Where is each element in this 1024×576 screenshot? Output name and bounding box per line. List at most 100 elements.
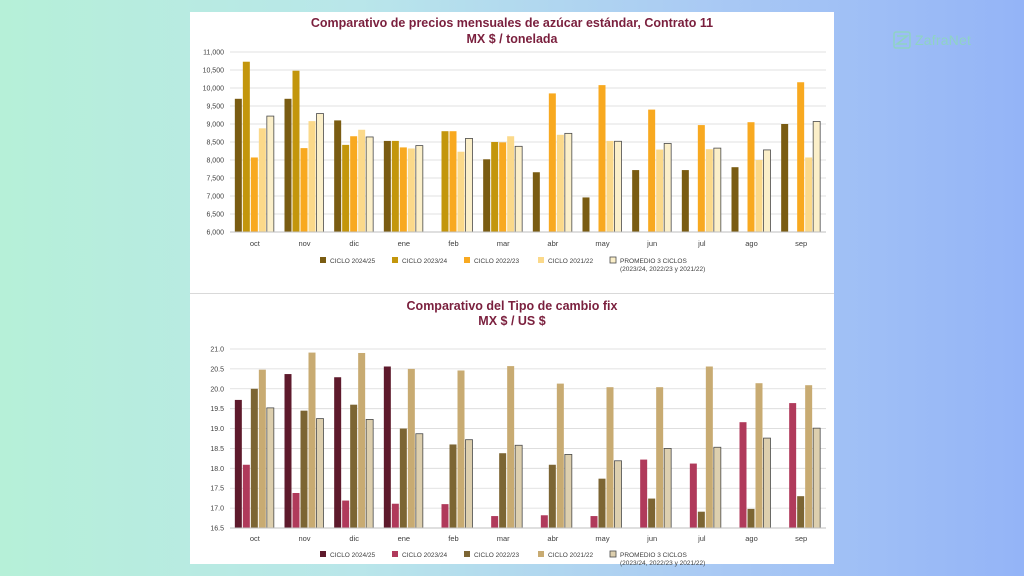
y-tick-label: 9,000 (206, 122, 224, 129)
x-tick-label: ene (398, 534, 411, 543)
chart-1-subtitle: MX $ / tonelada (466, 32, 558, 46)
bar (564, 454, 573, 529)
x-tick-label: jun (646, 534, 657, 543)
y-tick-label: 19.0 (210, 426, 224, 433)
legend-swatch (538, 551, 544, 557)
bar (648, 498, 656, 528)
y-tick-label: 8,500 (206, 140, 224, 147)
legend-label: PROMEDIO 3 CICLOS (620, 258, 687, 265)
bar (358, 352, 366, 528)
bar (234, 399, 242, 528)
bar (789, 403, 797, 528)
legend-swatch (538, 257, 544, 263)
bar (407, 368, 415, 528)
brand-name: ZafraNet (915, 32, 972, 48)
x-tick-label: feb (448, 239, 458, 248)
bar (663, 143, 672, 233)
bar (598, 478, 606, 528)
bar (540, 515, 548, 528)
bar (763, 437, 771, 529)
y-tick-label: 6,500 (206, 212, 224, 219)
bar (514, 444, 523, 529)
bar (483, 159, 491, 232)
y-tick-label: 6,000 (206, 230, 224, 237)
y-tick-label: 17.0 (210, 506, 224, 513)
bar (507, 136, 515, 232)
bar (292, 70, 300, 232)
x-tick-label: dic (349, 239, 359, 248)
legend-label: CICLO 2022/23 (474, 258, 520, 265)
y-tick-label: 10,500 (203, 68, 225, 75)
bar (491, 142, 499, 232)
legend-label: CICLO 2021/22 (548, 258, 594, 265)
x-tick-label: nov (298, 239, 310, 248)
bar (614, 140, 622, 233)
bar (491, 516, 499, 528)
bar (334, 377, 342, 528)
bar (514, 145, 523, 233)
x-tick-label: ago (745, 239, 758, 248)
bar (797, 496, 805, 528)
bar (656, 387, 664, 528)
legend-swatch (392, 551, 398, 557)
y-tick-label: 21.0 (210, 347, 224, 354)
bar (548, 93, 556, 233)
bar (399, 428, 407, 528)
y-tick-label: 10,000 (203, 86, 225, 93)
bar (499, 453, 507, 528)
y-tick-label: 20.0 (210, 386, 224, 393)
zafranet-logo-icon (893, 31, 911, 49)
y-tick-label: 7,000 (206, 194, 224, 201)
x-tick-label: mar (497, 534, 510, 543)
bar (556, 134, 564, 232)
bar (365, 136, 374, 233)
bar (689, 463, 697, 528)
bar (812, 427, 821, 529)
y-tick-label: 11,000 (203, 50, 224, 57)
y-tick-label: 20.5 (210, 366, 224, 373)
bar (507, 366, 515, 528)
chart-1-title: Comparativo de precios mensuales de azúc… (310, 16, 714, 30)
bar (805, 157, 813, 232)
legend-label: CICLO 2021/22 (548, 552, 594, 559)
bar (316, 418, 324, 529)
bar (465, 439, 473, 529)
chart-divider (190, 293, 834, 294)
x-tick-label: abr (547, 534, 558, 543)
bar (606, 387, 614, 528)
bar (465, 138, 473, 233)
bar (258, 369, 266, 528)
bar (681, 170, 689, 232)
y-tick-label: 9,500 (206, 104, 224, 111)
bar (391, 503, 399, 528)
legend-sublabel: (2023/24, 2022/23 y 2021/22) (620, 560, 705, 567)
bar (399, 147, 407, 232)
bar (713, 147, 722, 233)
bar (606, 140, 614, 232)
bar (582, 197, 590, 232)
bar (781, 124, 789, 232)
bar (242, 61, 250, 232)
chart-2-subtitle: MX $ / US $ (478, 314, 546, 328)
bar (350, 136, 358, 232)
bar (812, 121, 821, 233)
legend-label: PROMEDIO 3 CICLOS (620, 552, 687, 559)
bar (415, 145, 424, 233)
bar (739, 422, 747, 528)
x-tick-label: sep (795, 534, 807, 543)
bar (449, 444, 457, 528)
bar (713, 446, 722, 529)
brand-logo: ZafraNet (893, 31, 971, 49)
legend-swatch (464, 257, 470, 263)
bar (284, 374, 292, 528)
bar (407, 148, 415, 232)
bar (300, 148, 308, 232)
legend-swatch (392, 257, 398, 263)
bar (342, 500, 350, 528)
bar (457, 151, 465, 232)
legend-swatch (609, 550, 617, 558)
bar (284, 98, 292, 232)
x-tick-label: ene (398, 239, 411, 248)
x-tick-label: dic (349, 534, 359, 543)
x-tick-label: nov (298, 534, 310, 543)
